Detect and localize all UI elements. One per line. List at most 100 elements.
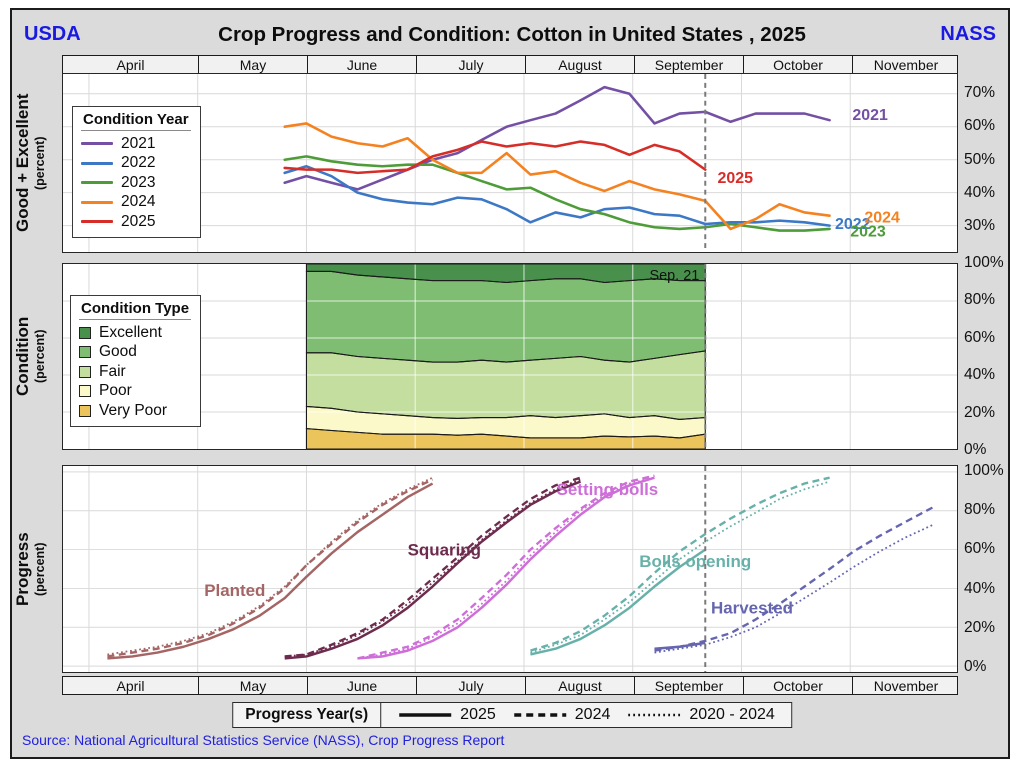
- month-label-may: May: [198, 677, 307, 694]
- condition-stacked-area-chart: Sep. 21: [63, 264, 957, 449]
- series-end-label-2025: 2025: [718, 170, 754, 187]
- month-label-april: April: [116, 677, 145, 694]
- condition-band-good: [306, 271, 706, 363]
- report-date-annotation: Sep. 21: [649, 268, 699, 284]
- page-title: Crop Progress and Condition: Cotton in U…: [218, 23, 806, 46]
- month-axis-bottom: April May June July August September October No…: [62, 676, 958, 695]
- dotted-line-sample-icon: [628, 713, 681, 717]
- axis-label-text: Condition: [13, 316, 32, 397]
- month-label-august: August: [525, 677, 634, 694]
- legend-item-very-poor: Very Poor: [79, 401, 191, 421]
- condition-series-2021: [283, 85, 831, 191]
- legend-item-label: 2024: [121, 193, 156, 211]
- nass-logo-text: NASS: [940, 23, 996, 45]
- progress-setting-bolls-2025: [357, 476, 655, 660]
- progress-harvested-2025: [654, 641, 706, 650]
- month-label-september: September: [634, 677, 743, 694]
- legend-item-poor: Poor: [79, 382, 191, 402]
- legend-line-swatch: [81, 181, 113, 185]
- legend-item-label: 2025: [121, 212, 156, 230]
- legend-color-swatch: [79, 365, 91, 378]
- legend-condition-type: Condition Type Excellent Good Fair Poor Very…: [70, 295, 202, 427]
- progress-legend-item-label: 2020 - 2024: [689, 706, 775, 723]
- progress-legend-item-label: 2025: [460, 706, 496, 723]
- legend-item-2023: 2023: [81, 173, 191, 193]
- legend-item-label: Excellent: [99, 323, 162, 341]
- series-end-label-2023: 2023: [850, 224, 886, 241]
- legend-item-label: 2022: [121, 154, 156, 172]
- legend-color-swatch: [79, 326, 91, 339]
- progress-legend-item-dashed: 2024: [512, 706, 611, 724]
- legend-item-2024: 2024: [81, 193, 191, 213]
- legend-line-swatch: [81, 200, 113, 204]
- legend-condition-year: Condition Year 2021 2022 2023 2024 2025: [72, 106, 201, 238]
- legend-item-label: Very Poor: [99, 401, 168, 419]
- usda-logo-text: USDA: [24, 23, 81, 45]
- progress-legend-items: 2025 2024 2020 - 2024: [381, 703, 791, 727]
- legend-item-2022: 2022: [81, 154, 191, 174]
- solid-line-sample-icon: [399, 713, 452, 717]
- progress-setting-bolls-2024: [357, 474, 655, 660]
- legend-line-swatch: [81, 220, 113, 224]
- chart-condition-type: Sep. 21: [62, 263, 958, 450]
- dashed-line-sample-icon: [513, 713, 566, 717]
- progress-stage-label-squaring: Squaring: [408, 540, 481, 559]
- legend-item-2025: 2025: [81, 212, 191, 232]
- series-end-label-2024: 2024: [864, 209, 900, 226]
- month-label-november: November: [852, 677, 959, 694]
- progress-harvested-2024: [654, 505, 935, 652]
- condition-band-fair: [306, 350, 706, 420]
- month-axis-top: April May June July August September October No…: [62, 55, 958, 74]
- progress-legend-title: Progress Year(s): [233, 703, 382, 727]
- month-label-november: November: [852, 56, 959, 73]
- legend-rows: 2021 2022 2023 2024 2025: [81, 134, 191, 232]
- series-end-label-2022: 2022: [835, 216, 871, 233]
- progress-squaring-2024: [284, 476, 581, 658]
- progress-stage-label-planted: Planted: [204, 581, 265, 600]
- progress-bolls-opening-2025: [530, 548, 706, 656]
- progress-legend-item-label: 2024: [574, 706, 611, 723]
- legend-line-swatch: [81, 161, 113, 165]
- month-label-june: June: [307, 56, 416, 73]
- condition-series-2025: [283, 140, 707, 175]
- series-end-label-2021: 2021: [852, 107, 888, 124]
- source-text: Source: National Agricultural Statistics…: [22, 732, 505, 748]
- progress-stage-label-setting-bolls: Setting bolls: [557, 480, 659, 499]
- legend-item-label: Poor: [99, 382, 132, 400]
- axis-sublabel-text: (percent): [33, 542, 47, 596]
- month-label-june: June: [307, 677, 416, 694]
- progress-stage-label-bolls-opening: Bolls opening: [639, 552, 751, 571]
- axis-sublabel-text: (percent): [33, 136, 47, 190]
- progress-legend-item-dotted: 2020 - 2024: [626, 706, 775, 724]
- month-label-july: July: [416, 56, 525, 73]
- legend-item-label: 2021: [121, 134, 156, 152]
- legend-color-swatch: [79, 346, 91, 359]
- progress-legend-item-solid: 2025: [397, 706, 496, 724]
- progress-planted-avg-2020-2024: [107, 476, 433, 656]
- month-label-april: April: [116, 56, 145, 73]
- legend-color-swatch: [79, 385, 91, 398]
- legend-item-label: 2023: [121, 173, 156, 191]
- chart-good-excellent: 2021 2022 2023 2024 2025: [62, 73, 958, 253]
- condition-series-2023: [283, 155, 831, 232]
- month-label-may: May: [198, 56, 307, 73]
- progress-line-chart: Planted Squaring Setting bolls Bolls openin…: [63, 466, 957, 672]
- y-axis-label-progress: Progress (percent): [13, 465, 55, 673]
- month-label-october: October: [743, 677, 852, 694]
- chart-progress: Planted Squaring Setting bolls Bolls openin…: [62, 465, 958, 673]
- legend-item-label: Fair: [99, 362, 126, 380]
- condition-series-2024: [283, 122, 831, 231]
- legend-item-good: Good: [79, 343, 191, 363]
- legend-item-excellent: Excellent: [79, 323, 191, 343]
- band-outline: [305, 264, 706, 284]
- progress-squaring-2025: [284, 480, 581, 660]
- legend-item-2021: 2021: [81, 134, 191, 154]
- progress-squaring-avg-2020-2024: [284, 478, 581, 658]
- y-axis-label-good-excellent: Good + Excellent (percent): [13, 73, 55, 253]
- legend-rows: Excellent Good Fair Poor Very Poor: [79, 323, 191, 421]
- condition-series-2022: [283, 164, 831, 227]
- month-label-october: October: [743, 56, 852, 73]
- condition-band-excellent: [306, 264, 706, 283]
- month-label-july: July: [416, 677, 525, 694]
